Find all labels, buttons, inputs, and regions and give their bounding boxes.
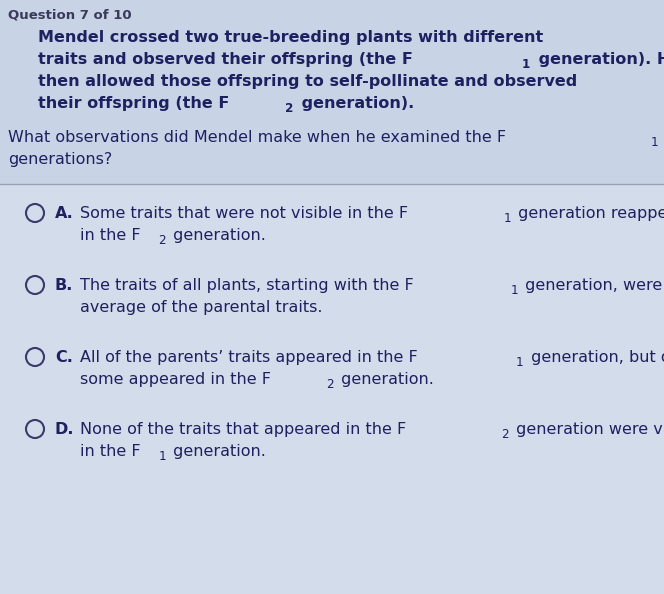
Text: 1: 1 xyxy=(522,58,530,71)
Text: 1: 1 xyxy=(516,356,523,369)
Text: generation, but only: generation, but only xyxy=(526,350,664,365)
Text: 1: 1 xyxy=(503,212,511,225)
Text: generation.: generation. xyxy=(168,444,266,459)
Text: C.: C. xyxy=(55,350,73,365)
Text: then allowed those offspring to self-pollinate and observed: then allowed those offspring to self-pol… xyxy=(38,74,577,89)
Text: generation were visible: generation were visible xyxy=(511,422,664,437)
Text: generation.: generation. xyxy=(336,372,434,387)
Text: B.: B. xyxy=(55,278,74,293)
Text: 2: 2 xyxy=(501,428,509,441)
FancyBboxPatch shape xyxy=(0,184,664,594)
Text: The traits of all plants, starting with the F: The traits of all plants, starting with … xyxy=(80,278,414,293)
Text: in the F: in the F xyxy=(80,444,141,459)
Text: some appeared in the F: some appeared in the F xyxy=(80,372,271,387)
Text: Some traits that were not visible in the F: Some traits that were not visible in the… xyxy=(80,206,408,221)
Text: A.: A. xyxy=(55,206,74,221)
Text: Question 7 of 10: Question 7 of 10 xyxy=(8,8,131,21)
Text: generation). He: generation). He xyxy=(533,52,664,67)
Text: generations?: generations? xyxy=(8,152,112,167)
Text: 1: 1 xyxy=(158,450,166,463)
Text: generation.: generation. xyxy=(168,228,266,243)
Text: average of the parental traits.: average of the parental traits. xyxy=(80,300,323,315)
Text: 1: 1 xyxy=(651,137,659,149)
Text: generation reappeared: generation reappeared xyxy=(513,206,664,221)
Text: generation, were an: generation, were an xyxy=(521,278,664,293)
Text: in the F: in the F xyxy=(80,228,141,243)
Text: What observations did Mendel make when he examined the F: What observations did Mendel make when h… xyxy=(8,130,506,145)
Text: 1: 1 xyxy=(511,285,519,298)
Text: 2: 2 xyxy=(327,378,334,391)
Text: None of the traits that appeared in the F: None of the traits that appeared in the … xyxy=(80,422,406,437)
Text: generation).: generation). xyxy=(295,96,414,111)
Text: and F: and F xyxy=(661,130,664,145)
Text: D.: D. xyxy=(55,422,74,437)
Text: 2: 2 xyxy=(285,102,293,115)
Text: traits and observed their offspring (the F: traits and observed their offspring (the… xyxy=(38,52,413,67)
Text: All of the parents’ traits appeared in the F: All of the parents’ traits appeared in t… xyxy=(80,350,418,365)
Text: 2: 2 xyxy=(158,234,166,247)
Text: Mendel crossed two true-breeding plants with different: Mendel crossed two true-breeding plants … xyxy=(38,30,543,45)
Text: their offspring (the F: their offspring (the F xyxy=(38,96,229,111)
